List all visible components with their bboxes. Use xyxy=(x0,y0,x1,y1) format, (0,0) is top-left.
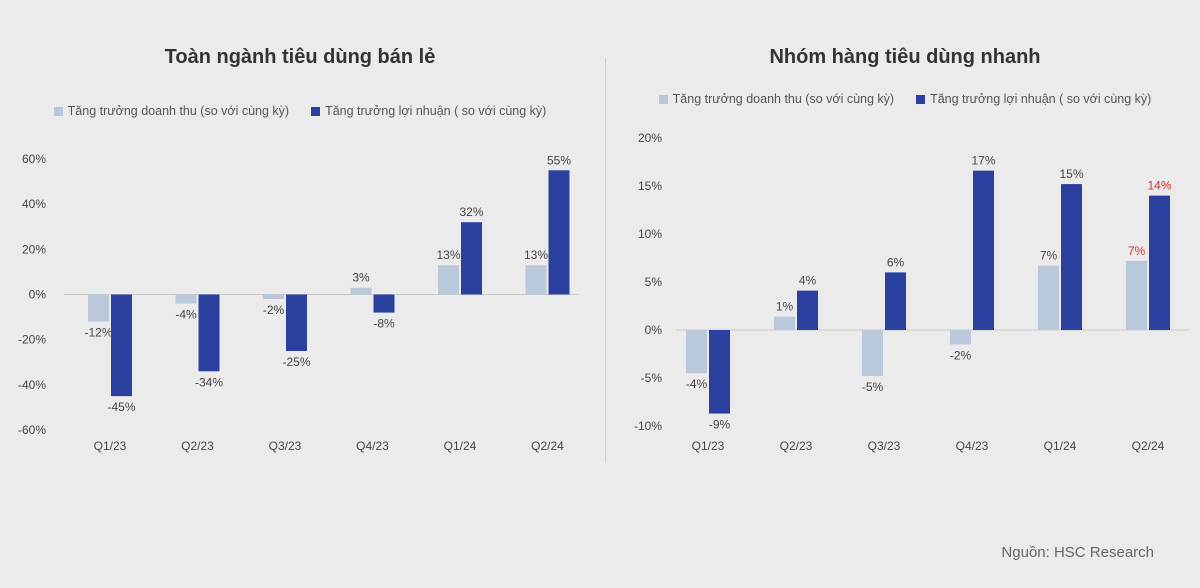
x-tick-label: Q2/23 xyxy=(780,439,813,453)
y-tick-label: 0% xyxy=(645,323,663,337)
data-label-profit: -34% xyxy=(195,375,223,389)
legend-item-revenue: Tăng trưởng doanh thu (so với cùng kỳ) xyxy=(658,92,895,106)
legend-item-revenue: Tăng trưởng doanh thu (so với cùng kỳ) xyxy=(53,104,290,118)
data-label-profit: -8% xyxy=(373,317,395,331)
data-label-revenue: -5% xyxy=(862,380,884,394)
bar-revenue xyxy=(686,330,707,374)
data-label-revenue: -2% xyxy=(263,303,285,317)
bar-profit xyxy=(548,170,570,295)
data-label-profit: -25% xyxy=(282,355,310,369)
y-tick-label: 0% xyxy=(29,288,47,302)
bar-revenue xyxy=(1038,265,1059,330)
y-tick-label: -5% xyxy=(641,371,663,385)
data-label-profit: 6% xyxy=(887,255,905,269)
y-tick-label: 40% xyxy=(22,197,46,211)
y-tick-label: 10% xyxy=(638,227,662,241)
bar-profit xyxy=(198,294,220,372)
x-tick-label: Q1/24 xyxy=(444,439,477,453)
legend-swatch-profit xyxy=(311,106,321,116)
panel-divider xyxy=(605,58,606,463)
bar-profit xyxy=(373,294,395,313)
data-label-profit: 14% xyxy=(1147,179,1171,193)
bar-revenue xyxy=(350,287,372,295)
y-tick-label: 15% xyxy=(638,179,662,193)
bar-profit xyxy=(797,290,818,330)
bar-profit xyxy=(709,330,730,414)
y-tick-label: -60% xyxy=(18,423,46,437)
data-label-revenue: 7% xyxy=(1040,249,1058,263)
data-label-revenue: -4% xyxy=(686,377,708,391)
bar-revenue xyxy=(175,294,197,304)
bar-revenue xyxy=(438,265,459,295)
y-tick-label: 20% xyxy=(22,242,46,256)
x-tick-label: Q3/23 xyxy=(269,439,302,453)
data-label-revenue: -2% xyxy=(950,348,972,362)
legend-fmcg: Tăng trưởng doanh thu (so với cùng kỳ) T… xyxy=(610,92,1200,106)
bar-profit xyxy=(111,294,132,397)
data-label-revenue: 13% xyxy=(436,248,460,262)
y-tick-label: -20% xyxy=(18,333,46,347)
bar-revenue xyxy=(950,330,971,345)
legend-swatch-revenue xyxy=(53,106,63,116)
y-tick-label: 20% xyxy=(638,131,662,145)
legend-swatch-revenue xyxy=(658,94,668,104)
y-tick-label: 5% xyxy=(645,275,663,289)
source-note: Nguồn: HSC Research xyxy=(1001,544,1154,561)
bar-profit xyxy=(461,222,482,295)
bar-profit xyxy=(973,170,994,330)
data-label-profit: 17% xyxy=(971,154,995,168)
data-label-revenue: -12% xyxy=(84,326,112,340)
x-tick-label: Q4/23 xyxy=(956,439,989,453)
chart-title-fmcg: Nhóm hàng tiêu dùng nhanh xyxy=(769,46,1041,68)
chart-panel-fmcg: Nhóm hàng tiêu dùng nhanh Tăng trưởng do… xyxy=(610,0,1200,470)
data-label-revenue: -4% xyxy=(175,308,197,322)
bar-revenue xyxy=(525,265,547,295)
y-tick-label: -10% xyxy=(634,419,662,433)
x-tick-label: Q4/23 xyxy=(356,439,389,453)
bar-profit xyxy=(286,294,307,351)
y-tick-label: -40% xyxy=(18,378,46,392)
x-tick-label: Q1/23 xyxy=(692,439,725,453)
bar-revenue xyxy=(1126,260,1147,330)
x-tick-label: Q2/23 xyxy=(181,439,214,453)
bar-revenue xyxy=(263,294,284,300)
legend-label-revenue: Tăng trưởng doanh thu (so với cùng kỳ) xyxy=(67,104,290,118)
legend-retail: Tăng trưởng doanh thu (so với cùng kỳ) T… xyxy=(0,104,600,118)
legend-label-profit: Tăng trưởng lợi nhuận ( so với cùng kỳ) xyxy=(325,104,547,118)
data-label-profit: -45% xyxy=(107,400,135,414)
chart-panel-retail: Toàn ngành tiêu dùng bán lẻ Tăng trưởng … xyxy=(0,0,600,470)
legend-swatch-profit xyxy=(916,94,926,104)
chart-title-retail: Toàn ngành tiêu dùng bán lẻ xyxy=(164,46,436,68)
bar-chart-fmcg: 20% 15% 10% 5% 0% -5% -10% -4% -9% Q1/23 1% 4% Q2/23… xyxy=(634,131,1190,453)
data-label-revenue: 1% xyxy=(776,300,794,314)
y-tick-label: 60% xyxy=(22,152,46,166)
data-label-profit: 55% xyxy=(547,153,571,167)
bar-revenue xyxy=(774,316,795,330)
legend-label-profit: Tăng trưởng lợi nhuận ( so với cùng kỳ) xyxy=(930,92,1152,106)
bar-revenue xyxy=(862,330,883,377)
x-tick-label: Q2/24 xyxy=(1132,439,1165,453)
x-tick-label: Q2/24 xyxy=(531,439,564,453)
x-tick-label: Q3/23 xyxy=(868,439,901,453)
legend-label-revenue: Tăng trưởng doanh thu (so với cùng kỳ) xyxy=(672,92,895,106)
data-label-revenue: 3% xyxy=(352,271,370,285)
bar-revenue xyxy=(88,294,109,322)
data-label-profit: -9% xyxy=(709,418,731,432)
bar-profit xyxy=(1061,184,1082,330)
legend-item-profit: Tăng trưởng lợi nhuận ( so với cùng kỳ) xyxy=(916,92,1151,106)
bar-profit xyxy=(1149,195,1170,330)
x-tick-label: Q1/24 xyxy=(1044,439,1077,453)
data-label-profit: 15% xyxy=(1059,167,1083,181)
bar-profit xyxy=(885,272,906,330)
legend-item-profit: Tăng trưởng lợi nhuận ( so với cùng kỳ) xyxy=(311,104,546,118)
x-tick-label: Q1/23 xyxy=(94,439,127,453)
bar-chart-retail: 60% 40% 20% 0% -20% -40% -60% -12% -45% Q1/23 -4% -… xyxy=(18,152,578,453)
data-label-revenue: 7% xyxy=(1128,244,1146,258)
data-label-revenue: 13% xyxy=(524,248,548,262)
data-label-profit: 32% xyxy=(459,205,483,219)
data-label-profit: 4% xyxy=(799,274,817,288)
